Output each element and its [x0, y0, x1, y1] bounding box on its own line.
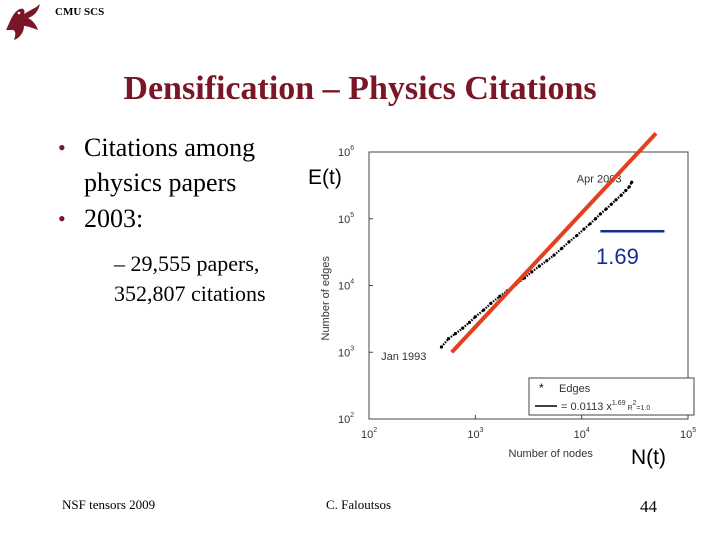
edge-data-trail — [553, 247, 563, 256]
edge-data-trail — [583, 222, 591, 230]
legend-label-edges: Edges — [559, 383, 591, 395]
dragon-logo-icon — [6, 4, 40, 40]
sub-bullet-papers: – 29,555 papers, — [114, 251, 260, 276]
red-fit-line — [450, 132, 658, 354]
edge-data-trail — [594, 213, 602, 220]
y-tick-label: 104 — [338, 279, 354, 293]
edge-data-trail — [440, 337, 450, 348]
edge-data-trail — [610, 199, 617, 206]
n-t-annotation: N(t) — [631, 446, 666, 469]
edge-data-trail — [589, 217, 597, 225]
edge-data-trail — [490, 295, 501, 305]
bullet-marker: • — [58, 135, 66, 160]
sub-bullet-citations: 352,807 citations — [114, 281, 266, 306]
edge-data-trail — [624, 186, 631, 192]
bullet-text: physics papers — [84, 168, 237, 197]
edge-data-point — [630, 180, 634, 184]
bullet-text: 2003: — [84, 204, 144, 233]
edge-data-trail — [599, 208, 607, 215]
y-axis-label: Number of edges — [320, 256, 332, 341]
edge-data-trail — [447, 332, 457, 340]
edge-data-trail — [628, 181, 633, 188]
y-tick-label: 102 — [338, 412, 354, 426]
x-axis-label: Number of nodes — [509, 448, 594, 460]
edge-data-trail — [468, 315, 477, 324]
edge-data-trail — [615, 194, 622, 201]
footer-author: C. Faloutsos — [326, 497, 392, 512]
plot-area: 102 103 104 105 102 103 104 105 106 Number of nod… — [320, 132, 696, 460]
edge-data-trail — [605, 203, 613, 210]
header-label: CMU SCS — [55, 6, 105, 18]
edge-data-trail — [461, 321, 471, 329]
edge-data-trail — [620, 189, 627, 197]
legend-box — [528, 377, 695, 416]
edge-data-trail — [568, 234, 578, 243]
footer-venue: NSF tensors 2009 — [62, 497, 156, 512]
e-t-annotation: E(t) — [308, 166, 342, 189]
page-number: 44 — [640, 497, 657, 516]
y-tick-label: 106 — [338, 145, 354, 159]
y-tick-label: 105 — [338, 212, 354, 226]
legend-marker-edges: * — [539, 381, 544, 395]
point-annotation: Jan 1993 — [381, 351, 426, 363]
edge-data-trail — [474, 309, 485, 318]
slope-annotation: 1.69 — [596, 244, 639, 269]
bullet-citations-cont: physics papers — [84, 168, 236, 198]
bullet-2003: • 2003: — [58, 204, 144, 234]
x-tick-label: 104 — [574, 427, 590, 441]
bullet-text: Citations among — [84, 133, 256, 162]
legend-label-fit: = 0.0113 x1.69 R2=1.0 — [561, 400, 650, 413]
edge-data-trail — [576, 228, 585, 237]
x-tick-label: 103 — [467, 427, 483, 441]
slide-title: Densification – Physics Citations — [123, 70, 597, 107]
edge-data-trail — [561, 241, 570, 250]
x-tick-label: 105 — [680, 427, 696, 441]
x-tick-label: 102 — [361, 427, 377, 441]
bullet-citations: • Citations among — [58, 133, 256, 163]
y-tick-label: 103 — [338, 345, 354, 359]
bullet-marker: • — [58, 206, 66, 231]
